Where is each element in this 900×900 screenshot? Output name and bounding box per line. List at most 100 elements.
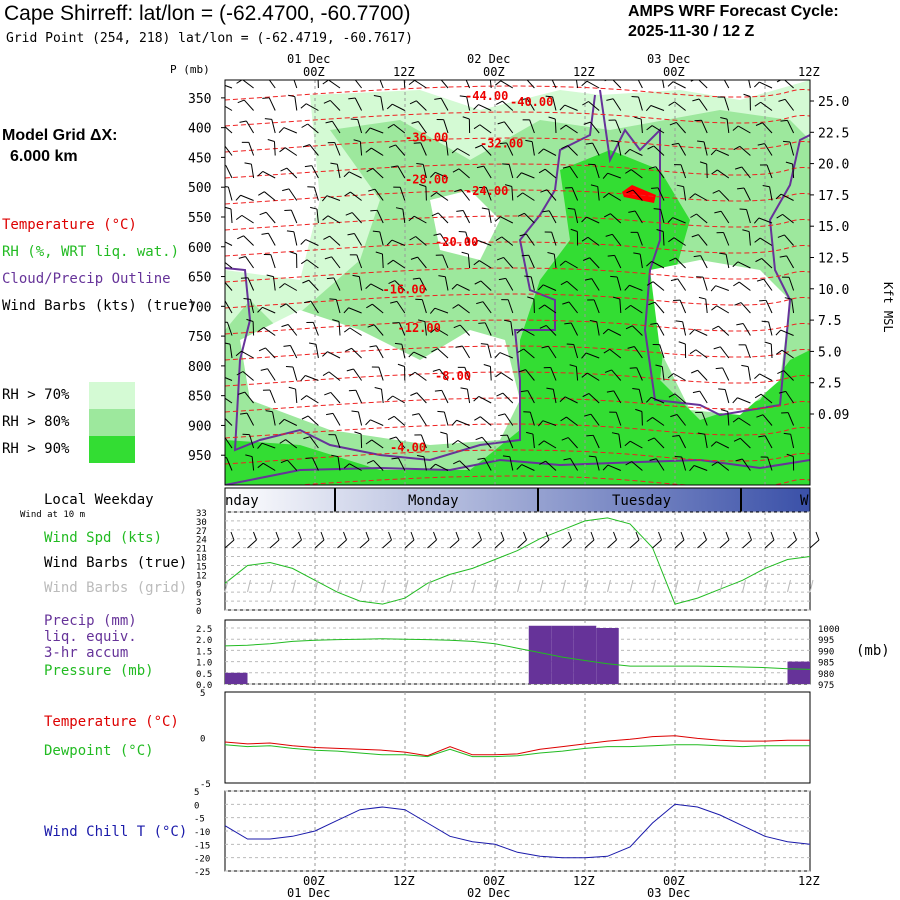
wind-barb <box>633 346 643 359</box>
precip-pressure-panel <box>224 619 811 685</box>
wind-barb-flag <box>693 255 701 258</box>
wind-barb <box>607 172 621 179</box>
wind-barb-flag <box>473 124 481 130</box>
wind-barb <box>618 434 622 449</box>
wind-barb <box>511 186 514 201</box>
wind-barb <box>699 390 708 404</box>
wind-barb-flag <box>303 436 311 440</box>
bottom-hour-label: 00Z <box>483 874 505 888</box>
wind-barb <box>595 456 600 471</box>
wind-barb-flag <box>519 233 527 237</box>
wind-barb <box>611 234 622 246</box>
chill-tick-label: -25 <box>194 868 210 878</box>
wind-barb-flag <box>495 372 502 378</box>
wind-barb-flag <box>711 461 719 467</box>
wind-barb-flag <box>570 228 578 232</box>
wind-barb <box>529 411 535 426</box>
wind-barb <box>306 395 319 404</box>
wind-barb <box>241 214 254 224</box>
wind-barb-flag <box>542 210 550 213</box>
wind-barb-flag <box>440 431 448 435</box>
wind-barb <box>225 397 233 404</box>
wind-barb-flag <box>698 296 706 300</box>
wind-barb-flag <box>581 372 588 378</box>
surface-wind-barb-flag <box>815 531 820 541</box>
wind-barb-flag <box>691 369 698 374</box>
wind-tick-label: 12 <box>196 571 207 581</box>
wind-barb <box>336 164 341 179</box>
wind-barb-flag <box>373 95 381 98</box>
wind-barb-flag <box>408 80 415 85</box>
wind-barb <box>315 344 319 359</box>
wind-barb-flag <box>538 304 545 310</box>
wind-barb-flag <box>547 252 555 255</box>
wind-barb-flag <box>655 73 662 74</box>
wind-barb <box>355 390 363 404</box>
wind-barb-flag <box>236 371 244 376</box>
wind-barb <box>594 164 600 179</box>
wind-barb-flag <box>635 408 643 412</box>
wind-barb-flag <box>476 301 484 305</box>
wind-barb <box>698 234 708 246</box>
wind-barb-flag <box>217 144 224 146</box>
wind-barb <box>335 299 341 314</box>
wind-barb-flag <box>344 191 351 197</box>
wind-barb <box>693 465 708 471</box>
wind-barb <box>440 80 449 89</box>
rh-shading <box>225 80 810 485</box>
surface-wind-barb <box>337 539 347 549</box>
wind-barb-flag <box>243 298 251 300</box>
wind-barb-flag <box>238 391 245 395</box>
wind-barb-flag <box>453 460 460 465</box>
grid-wind-barb <box>607 579 611 593</box>
weekday-label: Monday <box>408 493 459 509</box>
wind-tick-label: 3 <box>196 598 201 608</box>
wind-barb-flag <box>388 280 396 285</box>
wind-barb <box>542 420 557 426</box>
wind-barb-flag <box>759 299 767 302</box>
wind-barb <box>588 393 600 404</box>
wind-barb-flag <box>279 303 287 308</box>
height-tick-label: 0.09 <box>818 408 849 423</box>
pressure-tick-label: 700 <box>188 300 211 315</box>
wind-barb <box>351 212 362 224</box>
wind-barb <box>242 371 254 381</box>
wind-barb <box>435 463 449 471</box>
wind-barb <box>650 105 665 111</box>
wind-barb-flag <box>343 463 350 469</box>
wind-barb <box>765 300 773 314</box>
wind-barb-flag <box>462 116 470 120</box>
wind-barb <box>521 464 535 471</box>
dry-region-2 <box>650 260 790 415</box>
surface-wind-barb <box>314 539 325 549</box>
wind-barb-flag <box>581 216 587 223</box>
wind-barb-flag <box>437 410 445 413</box>
label-chill: Wind Chill T (°C) <box>44 824 188 840</box>
top-hour-label: 00Z <box>303 65 325 79</box>
wind-barb-flag <box>346 368 354 372</box>
surface-wind-barb-flag <box>343 531 347 541</box>
wind-barb <box>787 412 795 426</box>
wind-barb <box>414 371 427 381</box>
wind-barb <box>738 125 751 134</box>
isotherm-label: -32.00 <box>480 137 523 151</box>
wind-barb <box>458 304 470 314</box>
wind-barb-flag <box>258 191 265 196</box>
wind-barb-flag <box>715 76 722 77</box>
wind-barb <box>610 213 622 224</box>
wind-barb-flag <box>388 144 396 148</box>
weekday-label: Tuesday <box>612 493 671 509</box>
wind-barb-flag <box>780 119 788 122</box>
wind-barb <box>225 300 233 314</box>
wind-barb-flag <box>710 149 717 156</box>
wind-barb <box>759 237 773 246</box>
grid-point-info: Grid Point (254, 218) lat/lon = (-62.471… <box>6 31 413 46</box>
wind-barb <box>488 209 492 224</box>
wind-barb-flag <box>496 392 504 397</box>
wind-barb-flag <box>732 417 739 423</box>
grid-wind-barb <box>629 579 634 593</box>
wind-barb <box>243 99 254 111</box>
surface-wind-barb-flag <box>770 531 775 541</box>
wind-barb <box>571 187 579 201</box>
wind-barb-flag <box>603 192 610 199</box>
